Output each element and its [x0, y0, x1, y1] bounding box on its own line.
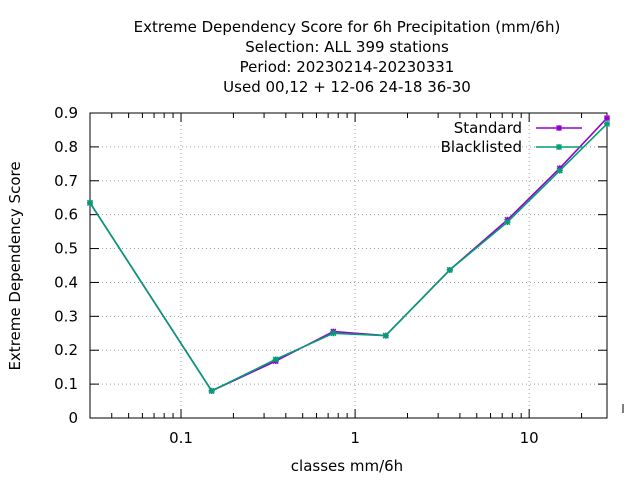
marker-stroke	[330, 330, 337, 337]
marker-stroke	[504, 219, 511, 226]
marker-stroke	[603, 115, 611, 122]
legend-marker	[555, 124, 563, 132]
marker-stroke	[446, 266, 453, 273]
data-point	[330, 330, 337, 337]
marker-stroke	[555, 143, 563, 151]
marker-stroke	[382, 332, 389, 339]
y-tick-label: 0.5	[54, 240, 78, 258]
y-tick-label: 0	[68, 409, 78, 427]
y-tick-label: 0.7	[54, 172, 78, 190]
marker-stroke	[556, 167, 563, 174]
legend-marker	[555, 143, 563, 151]
marker-stroke	[603, 120, 611, 127]
data-point	[272, 356, 279, 363]
marker-stroke	[272, 356, 279, 363]
chart-title: Extreme Dependency Score for 6h Precipit…	[134, 18, 561, 96]
data-point	[556, 167, 563, 174]
data-point	[603, 120, 611, 127]
title-line: Used 00,12 + 12-06 24-18 36-30	[223, 78, 471, 96]
x-axis-label: classes mm/6h	[291, 457, 403, 475]
data-point	[504, 219, 511, 226]
data-point	[208, 387, 215, 394]
y-axis-label: Extreme Dependency Score	[6, 161, 24, 370]
y-tick-label: 0.9	[54, 104, 78, 122]
series-lines	[86, 115, 611, 394]
data-point	[603, 115, 611, 122]
data-point	[86, 199, 94, 206]
y-tick-label: 0.6	[54, 206, 78, 224]
grid-lines	[90, 113, 607, 418]
y-tick-label: 0.8	[54, 138, 78, 156]
legend-label: Standard	[454, 119, 522, 137]
y-tick-label: 0.2	[54, 341, 78, 359]
axis-ticks: 0 0.1 0.2 0.3 0.4 0.5 0.6 0.7 0.8 0.9 0.1 1 10	[54, 104, 624, 447]
y-tick-label: 0.4	[54, 273, 78, 291]
data-point	[446, 266, 453, 273]
x-tick-label: 1	[350, 429, 360, 447]
title-line: Extreme Dependency Score for 6h Precipit…	[134, 18, 561, 36]
y-tick-label: 0.1	[54, 375, 78, 393]
y-tick-label: 0.3	[54, 307, 78, 325]
x-tick-label: 0.1	[169, 429, 193, 447]
title-line: Period: 20230214-20230331	[240, 58, 455, 76]
legend-label: Blacklisted	[441, 138, 522, 156]
x-tick-label: 10	[520, 429, 539, 447]
title-line: Selection: ALL 399 stations	[245, 38, 449, 56]
marker-stroke	[86, 199, 94, 206]
marker-stroke	[555, 124, 563, 132]
data-point	[382, 332, 389, 339]
marker-stroke	[208, 387, 215, 394]
plot-frame	[89, 112, 608, 419]
